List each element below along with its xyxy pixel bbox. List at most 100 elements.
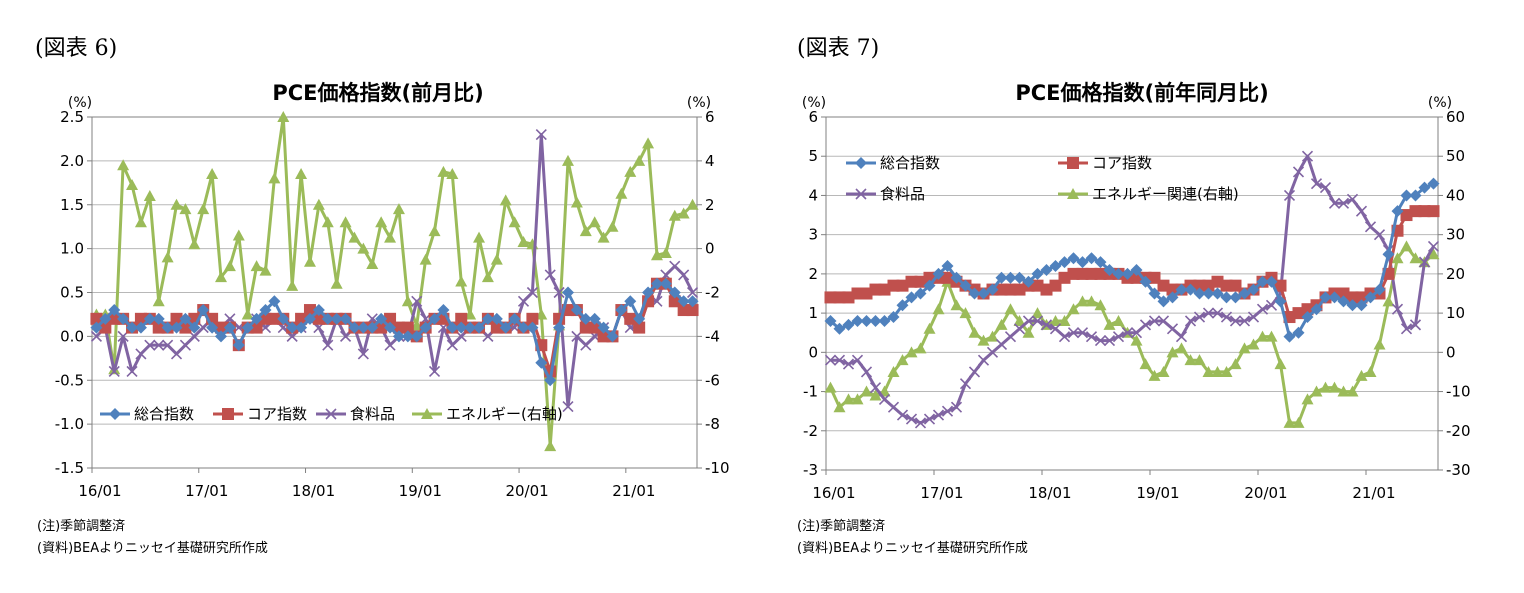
data-point bbox=[588, 312, 601, 325]
data-point bbox=[1283, 416, 1296, 428]
data-point bbox=[1193, 354, 1206, 366]
data-point bbox=[905, 291, 918, 304]
data-point bbox=[1337, 197, 1350, 209]
data-point bbox=[1265, 330, 1278, 342]
data-point bbox=[659, 247, 672, 259]
data-point bbox=[1058, 314, 1071, 326]
data-point bbox=[1139, 275, 1152, 288]
data-point bbox=[384, 339, 396, 351]
y-tick-label-left: -2 bbox=[803, 422, 818, 440]
data-point bbox=[1067, 303, 1080, 315]
x-tick-label: 19/01 bbox=[399, 482, 442, 500]
data-point bbox=[995, 271, 1008, 284]
data-point bbox=[1301, 150, 1314, 162]
data-point bbox=[1265, 299, 1278, 311]
data-point bbox=[959, 378, 972, 390]
data-point bbox=[650, 249, 663, 261]
data-point bbox=[455, 321, 468, 334]
data-point bbox=[1364, 291, 1377, 304]
data-point bbox=[1085, 252, 1098, 265]
data-point bbox=[1076, 327, 1089, 339]
data-point bbox=[1031, 315, 1044, 327]
y-tick-label-right: 40 bbox=[1446, 186, 1465, 204]
data-point bbox=[941, 260, 954, 273]
y-tick-label-right: 4 bbox=[705, 152, 715, 170]
data-point bbox=[1112, 331, 1125, 343]
y-tick-label-left: 5 bbox=[808, 147, 818, 165]
data-point bbox=[108, 365, 120, 378]
data-point bbox=[330, 312, 343, 325]
data-point bbox=[668, 286, 681, 299]
data-point bbox=[624, 165, 637, 177]
data-point bbox=[517, 236, 530, 248]
data-point bbox=[1301, 393, 1314, 405]
data-point bbox=[977, 334, 990, 346]
y-unit-left: (%) bbox=[802, 95, 826, 111]
data-point bbox=[117, 159, 130, 171]
data-point bbox=[1355, 205, 1368, 217]
data-point bbox=[206, 321, 219, 334]
series-line bbox=[95, 133, 694, 409]
data-point bbox=[1247, 338, 1260, 350]
series-line bbox=[96, 115, 694, 448]
data-point bbox=[544, 374, 557, 387]
data-point bbox=[833, 322, 846, 335]
data-point bbox=[914, 342, 927, 354]
data-point bbox=[1031, 307, 1044, 319]
y-tick-label-right: 10 bbox=[1446, 304, 1465, 322]
data-point bbox=[561, 286, 574, 299]
data-point bbox=[277, 111, 290, 122]
data-point bbox=[668, 209, 681, 221]
data-point bbox=[1328, 381, 1341, 393]
data-point bbox=[923, 279, 936, 292]
y-tick-label-left: 2.0 bbox=[60, 152, 84, 170]
series-line bbox=[829, 182, 1435, 339]
y-tick-label-right: 0 bbox=[705, 240, 715, 258]
data-point bbox=[392, 203, 405, 215]
x-tick-label: 17/01 bbox=[185, 482, 228, 500]
figure-label: (図表 7) bbox=[797, 36, 880, 61]
y-tick-label-left: 2.5 bbox=[60, 108, 84, 126]
data-point bbox=[615, 187, 628, 199]
data-point bbox=[161, 321, 174, 334]
data-point bbox=[959, 279, 972, 292]
data-point bbox=[215, 271, 228, 283]
data-point bbox=[1427, 240, 1440, 252]
x-tick-label: 18/01 bbox=[292, 482, 335, 500]
data-point bbox=[1175, 342, 1188, 354]
data-point bbox=[1274, 358, 1287, 370]
data-point bbox=[144, 339, 156, 351]
data-point bbox=[108, 304, 121, 317]
data-point bbox=[1022, 315, 1035, 327]
y-tick-label-left: 4 bbox=[808, 186, 818, 204]
data-point bbox=[1049, 314, 1062, 326]
data-point bbox=[223, 260, 236, 272]
data-point bbox=[1247, 283, 1260, 296]
data-point bbox=[869, 389, 882, 401]
data-point bbox=[419, 321, 432, 334]
y-unit-right: (%) bbox=[687, 95, 711, 111]
chart-title: PCE価格指数(前年同月比) bbox=[1015, 81, 1268, 105]
data-point bbox=[1355, 369, 1368, 381]
data-point bbox=[1346, 193, 1359, 205]
data-point bbox=[152, 312, 165, 325]
data-point bbox=[1175, 331, 1188, 343]
data-point bbox=[134, 216, 147, 228]
data-point bbox=[1328, 291, 1341, 304]
y-tick-label-left: -1 bbox=[803, 383, 818, 401]
data-point bbox=[932, 409, 945, 421]
data-point bbox=[1004, 331, 1017, 343]
data-point bbox=[1310, 303, 1323, 316]
data-point bbox=[401, 295, 414, 307]
data-point bbox=[1022, 275, 1035, 288]
data-point bbox=[1121, 327, 1134, 339]
y-tick-label-right: 0 bbox=[1446, 343, 1456, 361]
data-point bbox=[941, 405, 954, 417]
legend-item: エネルギー関連(右軸) bbox=[1058, 185, 1239, 203]
data-point bbox=[312, 304, 325, 317]
data-point bbox=[1418, 256, 1431, 268]
data-point bbox=[1013, 271, 1026, 284]
data-point bbox=[1391, 252, 1404, 264]
data-point bbox=[1364, 221, 1377, 233]
data-point bbox=[986, 283, 999, 296]
